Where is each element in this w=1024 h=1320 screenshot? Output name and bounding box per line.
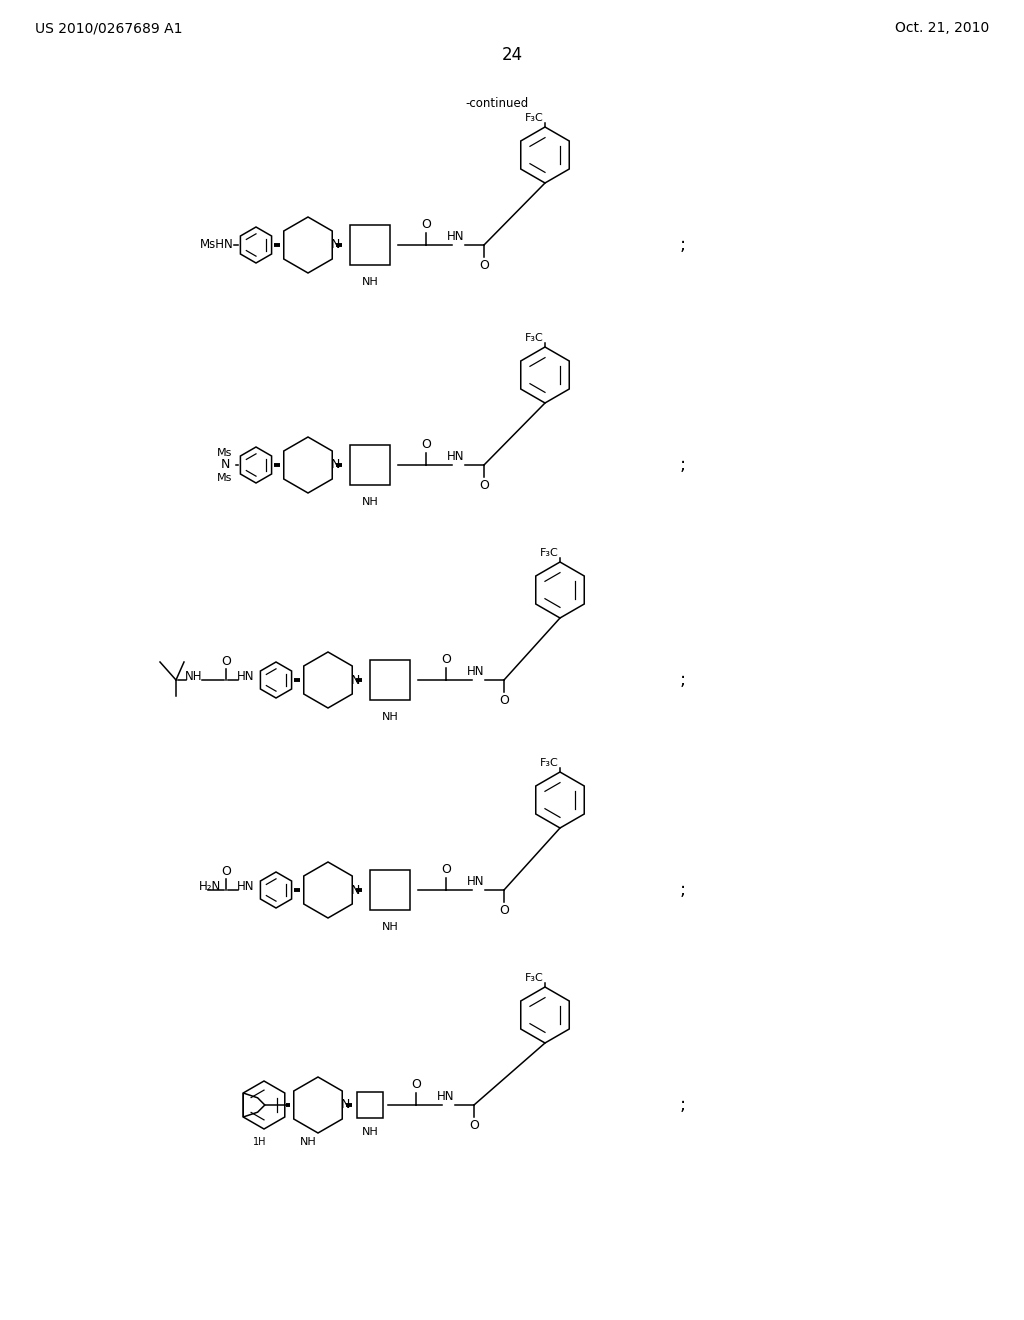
Text: NH: NH <box>382 711 398 722</box>
Text: H₂N: H₂N <box>199 880 221 894</box>
Text: F₃C: F₃C <box>525 973 544 983</box>
Text: ;: ; <box>680 1096 686 1114</box>
Text: F₃C: F₃C <box>525 333 544 343</box>
Text: HN: HN <box>437 1090 455 1104</box>
Text: Ms: Ms <box>217 473 232 483</box>
Text: ;: ; <box>680 671 686 689</box>
Text: MsHN: MsHN <box>201 239 234 252</box>
Text: O: O <box>421 218 431 231</box>
Text: O: O <box>411 1078 421 1092</box>
Text: N: N <box>350 673 360 686</box>
Text: NH: NH <box>361 498 379 507</box>
Text: HN: HN <box>447 230 465 243</box>
Text: N: N <box>331 239 340 252</box>
Text: O: O <box>221 865 231 878</box>
Text: O: O <box>479 479 488 492</box>
Text: N: N <box>331 458 340 471</box>
Text: US 2010/0267689 A1: US 2010/0267689 A1 <box>35 21 182 36</box>
Text: O: O <box>441 863 451 876</box>
Text: F₃C: F₃C <box>540 758 559 768</box>
Text: NH: NH <box>382 921 398 932</box>
Text: ;: ; <box>680 455 686 474</box>
Text: N: N <box>220 458 230 471</box>
Text: N: N <box>350 883 360 896</box>
Text: F₃C: F₃C <box>540 548 559 558</box>
Text: N: N <box>341 1098 350 1111</box>
Text: HN: HN <box>467 665 484 678</box>
Text: O: O <box>469 1119 479 1133</box>
Text: Oct. 21, 2010: Oct. 21, 2010 <box>895 21 989 36</box>
Text: NH: NH <box>184 671 202 684</box>
Text: HN: HN <box>237 671 254 684</box>
Text: O: O <box>441 653 451 667</box>
Text: F₃C: F₃C <box>525 114 544 123</box>
Text: NH: NH <box>300 1137 316 1147</box>
Text: ;: ; <box>680 236 686 253</box>
Text: Ms: Ms <box>217 447 232 458</box>
Text: 1H: 1H <box>253 1137 266 1147</box>
Text: O: O <box>421 438 431 451</box>
Text: HN: HN <box>447 450 465 463</box>
Text: NH: NH <box>361 277 379 286</box>
Text: 24: 24 <box>502 46 522 63</box>
Text: HN: HN <box>237 880 254 894</box>
Text: NH: NH <box>361 1127 379 1137</box>
Text: HN: HN <box>467 875 484 888</box>
Text: O: O <box>499 694 509 708</box>
Text: O: O <box>479 259 488 272</box>
Text: ;: ; <box>680 880 686 899</box>
Text: O: O <box>221 655 231 668</box>
Text: O: O <box>499 904 509 917</box>
Text: -continued: -continued <box>465 96 528 110</box>
